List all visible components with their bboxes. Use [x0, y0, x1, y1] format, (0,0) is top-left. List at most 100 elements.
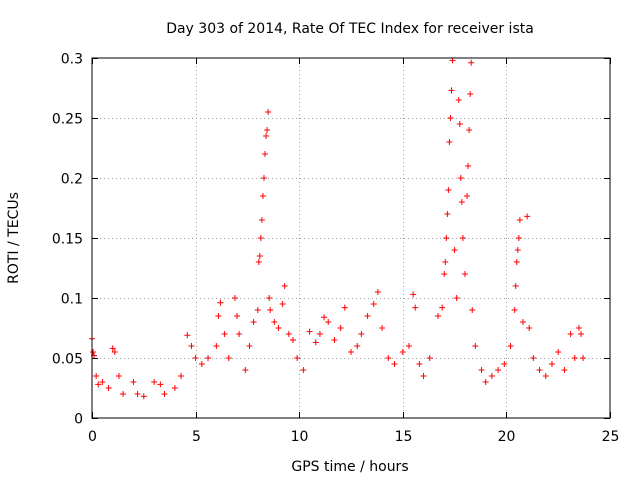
data-point [192, 355, 199, 361]
data-point [265, 109, 272, 115]
data-point [234, 313, 241, 319]
y-tick-labels: 0 0.05 0.1 0.15 0.2 0.25 0.3 [52, 52, 83, 428]
data-point [354, 343, 361, 349]
data-point [188, 343, 195, 349]
x-tick-label: 25 [602, 429, 620, 445]
data-point [275, 325, 282, 331]
data-point [171, 385, 178, 391]
data-point [205, 355, 212, 361]
data-point [225, 355, 232, 361]
data-point [446, 139, 453, 145]
data-point [140, 393, 147, 400]
data-point [213, 343, 220, 349]
data-point [264, 127, 271, 133]
data-point [567, 331, 574, 337]
x-tick-label: 0 [88, 429, 97, 445]
data-point [514, 247, 521, 253]
data-point [391, 361, 398, 367]
data-point [385, 355, 392, 361]
data-point [267, 307, 274, 313]
data-point [439, 304, 446, 311]
data-point [99, 379, 106, 385]
y-tick-label: 0.3 [61, 52, 83, 68]
data-point [516, 217, 523, 223]
data-point [306, 328, 313, 335]
data-point [410, 291, 417, 298]
data-points [89, 57, 587, 400]
data-point [453, 295, 460, 301]
data-point [420, 373, 427, 379]
y-tick-label: 0 [74, 412, 83, 428]
data-point [441, 271, 448, 277]
data-point [337, 325, 344, 331]
data-point [482, 379, 489, 385]
data-point [507, 343, 514, 349]
grid-lines [92, 58, 610, 418]
y-tick-label: 0.1 [61, 292, 83, 308]
data-point [294, 355, 301, 361]
data-point [464, 193, 471, 199]
data-point [111, 349, 118, 355]
data-point [341, 304, 348, 311]
data-point [254, 307, 261, 313]
data-point [93, 373, 100, 379]
data-point [444, 211, 451, 217]
data-point [515, 235, 522, 241]
data-point [448, 87, 455, 94]
data-point [120, 391, 127, 397]
data-point [465, 163, 472, 169]
data-point [459, 235, 466, 241]
data-point [90, 349, 97, 355]
data-point [258, 217, 265, 223]
data-point [412, 304, 419, 311]
data-point [231, 295, 238, 301]
axis-ticks [92, 58, 611, 419]
data-point [358, 331, 365, 337]
y-axis-label: ROTI / TECUs [6, 192, 22, 284]
data-point [271, 319, 278, 325]
data-point [478, 367, 485, 373]
data-point [105, 385, 112, 391]
data-point [312, 339, 319, 346]
data-point [257, 235, 264, 241]
data-point [519, 319, 526, 325]
data-point [466, 127, 473, 133]
data-point [406, 343, 413, 349]
data-point [416, 361, 423, 367]
data-point [221, 331, 228, 337]
data-point [279, 301, 286, 307]
data-point [198, 361, 205, 367]
data-point [458, 199, 465, 205]
y-tick-label: 0.2 [61, 172, 83, 188]
data-point [561, 367, 568, 373]
data-point [250, 319, 257, 325]
data-point [426, 355, 433, 361]
data-point [495, 367, 502, 373]
data-point [511, 307, 518, 313]
data-point [548, 361, 555, 367]
data-point [281, 283, 288, 289]
x-tick-label: 5 [192, 429, 201, 445]
data-point [130, 379, 137, 385]
data-point [536, 367, 543, 373]
y-tick-label: 0.15 [52, 232, 83, 248]
x-axis-label: GPS time / hours [291, 459, 408, 475]
data-point [255, 259, 262, 265]
data-point [435, 313, 442, 319]
x-tick-label: 10 [291, 429, 309, 445]
data-point [285, 331, 292, 337]
data-point [472, 343, 479, 349]
data-point [246, 343, 253, 349]
data-point [325, 319, 332, 325]
data-point [457, 175, 464, 181]
data-point [109, 345, 116, 352]
data-point [451, 247, 458, 253]
data-point [266, 295, 273, 301]
data-point [331, 337, 338, 343]
data-point [379, 325, 386, 331]
data-point [461, 271, 468, 277]
data-point [95, 381, 102, 388]
data-point [530, 355, 537, 361]
data-point [467, 91, 474, 97]
data-point [262, 151, 269, 157]
